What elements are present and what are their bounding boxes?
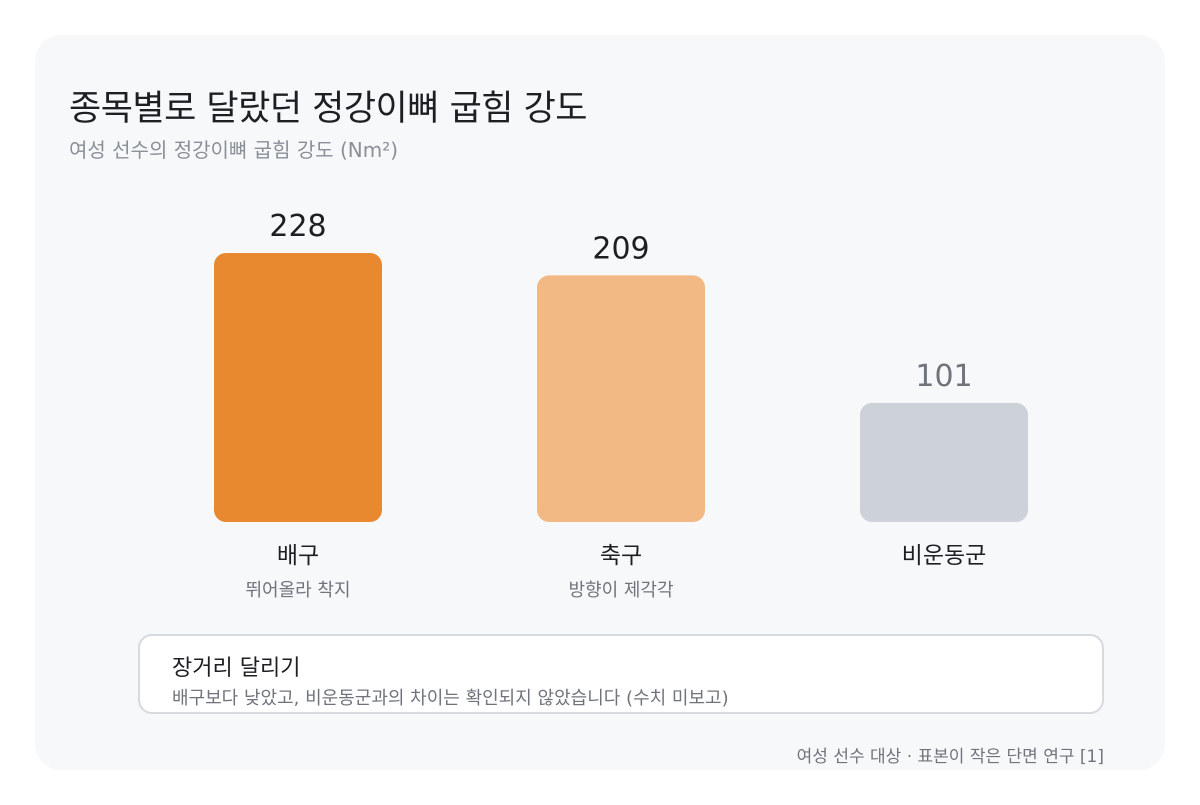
category-label-1: 배구 <box>277 543 319 569</box>
value-label-2: 209 <box>592 231 649 266</box>
category-label-2: 축구 <box>600 543 642 569</box>
value-label-1: 228 <box>269 209 326 244</box>
chart-subtitle: 여성 선수의 정강이뼈 굽힘 강도 (Nm²) <box>69 138 399 162</box>
note-box: 장거리 달리기 배구보다 낮았고, 비운동군과의 차이는 확인되지 않았습니다 … <box>138 634 1104 714</box>
category-label-3: 비운동군 <box>902 543 987 569</box>
note-body: 배구보다 낮았고, 비운동군과의 차이는 확인되지 않았습니다 (수치 미보고) <box>172 688 729 709</box>
note-title: 장거리 달리기 <box>172 656 301 681</box>
bar-3 <box>860 402 1028 522</box>
chart-title: 종목별로 달랐던 정강이뼈 굽힘 강도 <box>69 89 588 129</box>
category-note-1: 뛰어올라 착지 <box>245 580 350 601</box>
category-note-2: 방향이 제각각 <box>568 580 673 601</box>
bar-1 <box>214 253 382 522</box>
value-label-3: 101 <box>915 359 972 394</box>
bar-2 <box>537 275 705 522</box>
source-note: 여성 선수 대상 · 표본이 작은 단면 연구 [1] <box>796 747 1104 767</box>
